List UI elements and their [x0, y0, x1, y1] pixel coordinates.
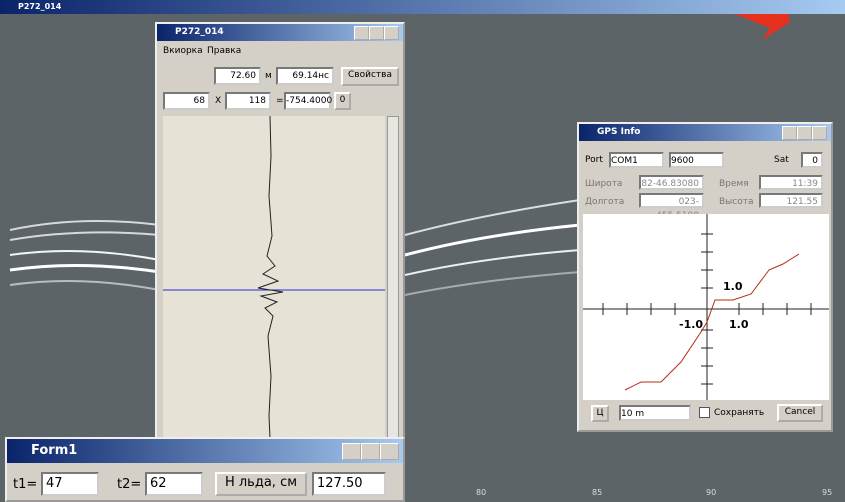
label: Широта: [585, 177, 622, 191]
title-bar: GPS Info: [579, 124, 831, 141]
screen: P272_014 P272_014 Вкиорка Правка 72.60 м…: [0, 0, 845, 502]
menu-item[interactable]: Правка: [207, 44, 241, 58]
trace-plot: [163, 116, 385, 438]
alt-field: 121.55: [759, 193, 823, 208]
t2-field[interactable]: 62: [145, 472, 203, 496]
scale-label: 90: [706, 488, 716, 497]
label: Сохранять: [714, 406, 764, 420]
equals: =: [276, 94, 284, 108]
label: Высота: [719, 195, 754, 209]
label: Время: [719, 177, 749, 191]
plot-label: 1.0: [729, 318, 749, 331]
scale-label: 95: [822, 488, 832, 497]
maximize[interactable]: [361, 443, 380, 460]
label: Port: [585, 153, 603, 167]
port-select[interactable]: COM1: [609, 152, 664, 168]
cancel-button[interactable]: Cancel: [777, 404, 823, 422]
separator: X: [215, 94, 221, 108]
scale-label: 85: [592, 488, 602, 497]
result-field[interactable]: 127.50: [312, 472, 386, 496]
sat-field: 0: [801, 152, 823, 168]
close[interactable]: [812, 126, 827, 140]
c-button[interactable]: Ц: [591, 405, 609, 422]
t1-field[interactable]: 47: [41, 472, 99, 496]
save-checkbox[interactable]: [699, 407, 710, 418]
label: t1=: [13, 477, 37, 492]
scrollbar[interactable]: [387, 116, 399, 438]
plot-label: -1.0: [679, 318, 703, 331]
minimize[interactable]: [342, 443, 361, 460]
lon-field: 023-455.5190: [639, 193, 704, 208]
gps-window: GPS Info Port COM1 9600 Sat 0 Широта 82-…: [577, 122, 833, 432]
gps-plot: 1.0 -1.0 1.0: [583, 214, 829, 400]
calc-button[interactable]: Н льда, см: [215, 472, 307, 496]
window-title: P272_014: [175, 27, 224, 37]
maximize[interactable]: [797, 126, 812, 140]
minimize[interactable]: [354, 26, 369, 40]
main-title: P272_014: [18, 2, 61, 11]
menu-item[interactable]: Вкиорка: [163, 44, 203, 58]
scale-label: 80: [476, 488, 486, 497]
properties-button[interactable]: Свойства: [341, 67, 399, 86]
depth-unit: м: [265, 69, 272, 83]
time-field: 11:39: [759, 175, 823, 190]
baud-select[interactable]: 9600: [669, 152, 724, 168]
range-select[interactable]: 10 m: [619, 405, 691, 421]
main-title-bar: P272_014: [0, 0, 845, 14]
trace-window: P272_014 Вкиорка Правка 72.60 м 69.14нс …: [155, 22, 405, 440]
label: t2=: [117, 477, 141, 492]
plot-label: 1.0: [723, 280, 743, 293]
zero-button[interactable]: 0: [334, 92, 351, 110]
minimize[interactable]: [782, 126, 797, 140]
close[interactable]: [380, 443, 399, 460]
maximize[interactable]: [369, 26, 384, 40]
time-field[interactable]: 69.14нс: [276, 67, 334, 85]
title-bar: Form1: [7, 439, 403, 463]
form1-window: Form1 t1= 47 t2= 62 Н льда, см 127.50: [5, 437, 405, 502]
depth-field[interactable]: 72.60: [214, 67, 261, 85]
label: Долгота: [585, 195, 624, 209]
value-field[interactable]: -754.4000: [284, 92, 331, 110]
label: Sat: [774, 153, 789, 167]
y-field[interactable]: 118: [225, 92, 271, 110]
window-title: GPS Info: [597, 127, 640, 137]
window-title: Form1: [31, 443, 77, 458]
title-bar: P272_014: [157, 24, 403, 41]
x-field[interactable]: 68: [163, 92, 210, 110]
lat-field: 82-46.83080: [639, 175, 704, 190]
close[interactable]: [384, 26, 399, 40]
